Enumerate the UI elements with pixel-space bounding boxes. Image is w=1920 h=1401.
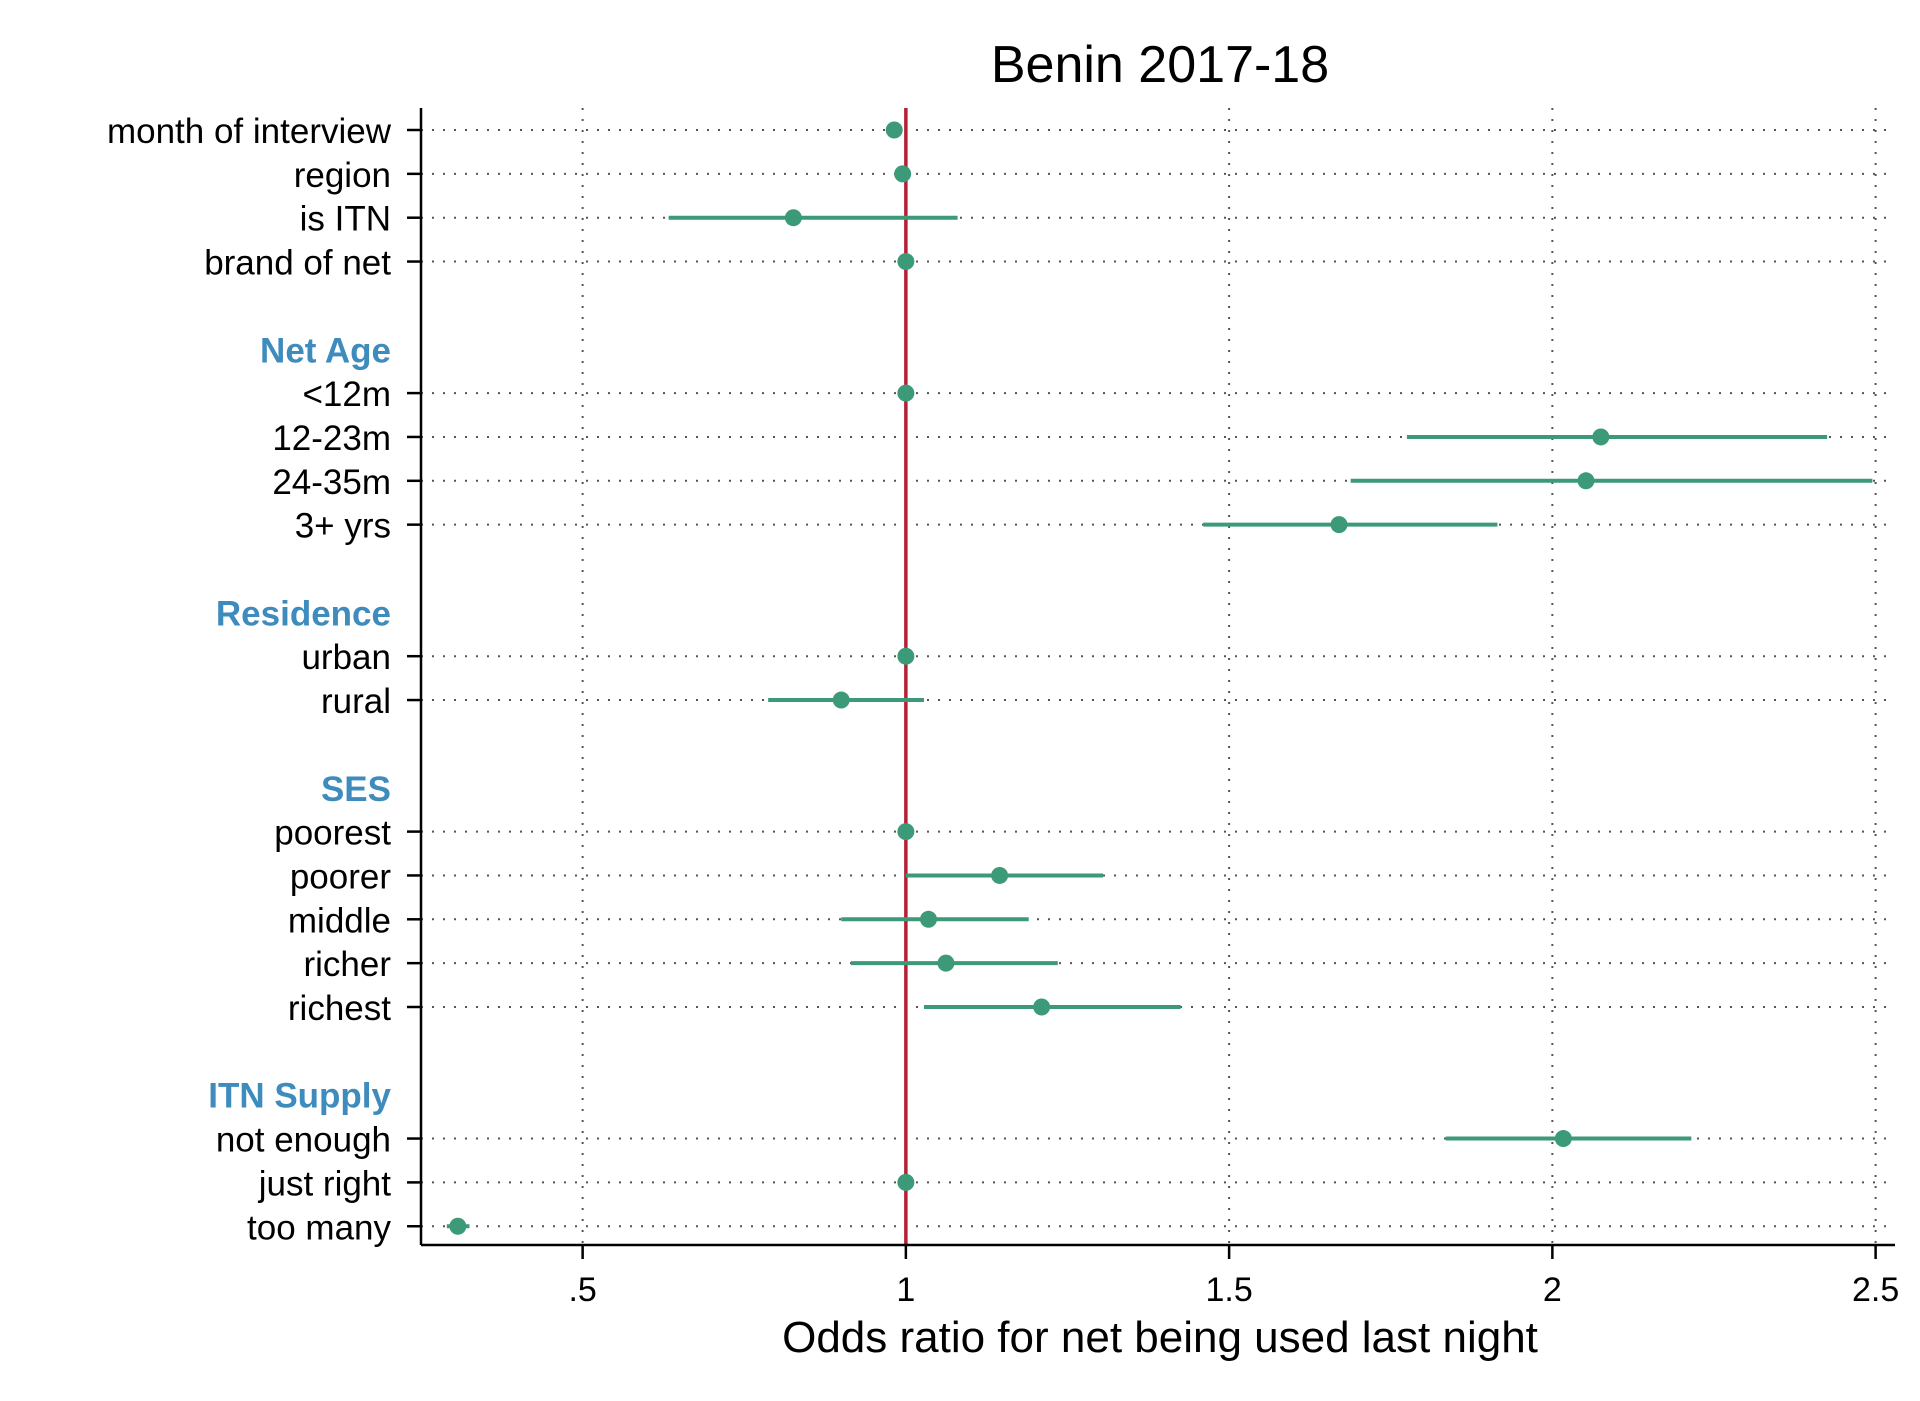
point-estimate <box>991 866 1009 884</box>
row-label: 24-35m <box>272 463 391 502</box>
row-label: poorest <box>274 814 391 853</box>
point-estimate <box>919 910 937 928</box>
point-estimate <box>1577 472 1595 490</box>
x-tick-label: 2.5 <box>1852 1271 1899 1309</box>
group-label: SES <box>321 770 391 809</box>
row-label: richer <box>303 945 391 984</box>
row-label: month of interview <box>107 112 392 151</box>
point-estimates <box>449 121 1610 1235</box>
row-label: richest <box>288 989 391 1028</box>
row-label: brand of net <box>204 244 391 283</box>
row-label: <12m <box>302 375 391 414</box>
point-estimate <box>1033 998 1051 1016</box>
point-estimate <box>894 165 912 183</box>
point-estimate <box>897 647 915 665</box>
point-estimate <box>1592 428 1610 446</box>
point-estimate <box>937 954 955 972</box>
point-estimate <box>449 1217 467 1235</box>
group-label: Net Age <box>260 331 391 370</box>
x-tick-label: 1.5 <box>1205 1271 1252 1309</box>
point-estimate <box>897 253 915 271</box>
x-tick-label: 1 <box>896 1271 915 1309</box>
x-tick-label: 2 <box>1543 1271 1562 1309</box>
confidence-intervals <box>446 215 1873 1229</box>
point-estimate <box>897 823 915 841</box>
axes: .5 1 1.5 2 2.5 <box>407 108 1899 1309</box>
x-tick-label: .5 <box>568 1271 596 1309</box>
grid-lines <box>421 108 1895 1245</box>
row-label: middle <box>288 901 391 940</box>
chart-title: Benin 2017-18 <box>991 36 1329 94</box>
row-labels: month of interview region is ITN brand of n… <box>107 112 392 1247</box>
row-label: rural <box>321 682 391 721</box>
row-label: is ITN <box>300 200 391 239</box>
point-estimate <box>832 691 850 709</box>
row-label: too many <box>247 1208 391 1247</box>
point-estimate <box>784 209 802 227</box>
point-estimate <box>897 1173 915 1191</box>
x-axis-title: Odds ratio for net being used last night <box>782 1313 1538 1362</box>
group-label: ITN Supply <box>208 1077 391 1116</box>
point-estimate <box>885 121 903 139</box>
row-label: not enough <box>216 1121 391 1160</box>
row-label: region <box>294 156 391 195</box>
row-label: poorer <box>290 857 392 896</box>
row-label: 3+ yrs <box>295 507 391 546</box>
point-estimate <box>1554 1130 1572 1148</box>
row-label: 12-23m <box>272 419 391 458</box>
row-label: urban <box>301 638 391 677</box>
point-estimate <box>897 384 915 402</box>
row-label: just right <box>258 1164 392 1203</box>
group-label: Residence <box>216 594 391 633</box>
point-estimate <box>1330 516 1348 534</box>
